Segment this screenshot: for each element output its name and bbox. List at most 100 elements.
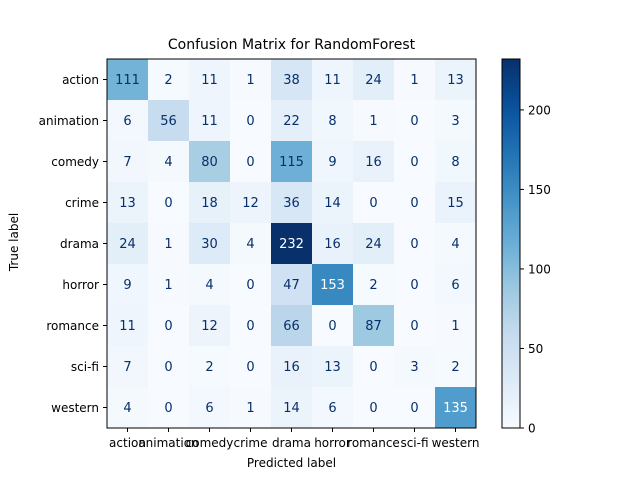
matrix-cell-western-drama: [271, 387, 313, 429]
matrix-cell-crime-sci-fi: [394, 182, 436, 224]
matrix-cell-animation-sci-fi: [394, 100, 436, 142]
matrix-cell-sci-fi-animation: [148, 346, 190, 388]
matrix-cell-western-romance: [353, 387, 395, 429]
matrix-cell-comedy-animation: [148, 141, 190, 183]
x-tick-label: sci-fi: [400, 436, 428, 450]
cell-value-label: 4: [123, 401, 131, 416]
cell-value-label: 0: [410, 237, 418, 252]
matrix-cell-drama-horror: [312, 223, 354, 265]
cell-value-label: 0: [246, 360, 254, 375]
cell-value-label: 2: [451, 360, 459, 375]
cell-value-label: 16: [365, 155, 382, 170]
matrix-cell-sci-fi-romance: [353, 346, 395, 388]
cell-value-label: 6: [451, 278, 459, 293]
cell-value-label: 22: [283, 114, 300, 129]
cell-value-label: 0: [369, 401, 377, 416]
cell-value-label: 9: [123, 278, 131, 293]
cell-value-label: 0: [164, 319, 172, 334]
cell-value-label: 56: [160, 114, 177, 129]
matrix-cell-romance-horror: [312, 305, 354, 347]
matrix-cell-action-animation: [148, 59, 190, 101]
cell-value-label: 7: [123, 155, 131, 170]
matrix-cell-action-western: [435, 59, 477, 101]
cell-value-label: 4: [451, 237, 459, 252]
cell-value-label: 0: [410, 196, 418, 211]
matrix-cell-animation-romance: [353, 100, 395, 142]
matrix-cell-drama-drama: [271, 223, 313, 265]
cell-value-label: 0: [164, 196, 172, 211]
matrix-cell-comedy-crime: [230, 141, 272, 183]
matrix-cell-animation-drama: [271, 100, 313, 142]
y-axis-ticks: action animation comedy crime drama horror rom…: [39, 73, 107, 415]
matrix-cell-horror-sci-fi: [394, 264, 436, 306]
matrix-cell-animation-action: [107, 100, 149, 142]
matrix-cell-animation-crime: [230, 100, 272, 142]
matrix-cell-crime-crime: [230, 182, 272, 224]
cell-value-label: 6: [328, 401, 336, 416]
cell-value-label: 0: [410, 114, 418, 129]
matrix-cell-crime-western: [435, 182, 477, 224]
cell-value-label: 0: [164, 401, 172, 416]
cell-value-label: 115: [279, 155, 304, 170]
matrix-cell-western-comedy: [189, 387, 231, 429]
cell-value-label: 2: [369, 278, 377, 293]
colorbar-tick-label: 50: [528, 342, 543, 356]
matrix-cell-drama-western: [435, 223, 477, 265]
matrix-cell-drama-crime: [230, 223, 272, 265]
matrix-cells: [107, 59, 477, 429]
matrix-cell-romance-western: [435, 305, 477, 347]
cell-value-label: 6: [205, 401, 213, 416]
matrix-cell-horror-western: [435, 264, 477, 306]
cell-value-label: 0: [410, 155, 418, 170]
cell-value-label: 36: [283, 196, 300, 211]
cell-value-label: 6: [123, 114, 131, 129]
cell-value-label: 87: [365, 319, 382, 334]
matrix-cell-horror-comedy: [189, 264, 231, 306]
y-tick-label: crime: [65, 196, 99, 210]
matrix-cell-western-animation: [148, 387, 190, 429]
cell-value-label: 11: [324, 73, 341, 88]
matrix-cell-action-sci-fi: [394, 59, 436, 101]
matrix-cell-drama-animation: [148, 223, 190, 265]
matrix-cell-romance-romance: [353, 305, 395, 347]
cell-value-label: 13: [447, 73, 464, 88]
x-tick-label: horror: [314, 436, 351, 450]
cell-value-label: 9: [328, 155, 336, 170]
matrix-cell-comedy-western: [435, 141, 477, 183]
matrix-cell-western-crime: [230, 387, 272, 429]
cell-value-label: 0: [246, 114, 254, 129]
cell-value-label: 66: [283, 319, 300, 334]
cell-value-label: 0: [410, 278, 418, 293]
matrix-cell-romance-crime: [230, 305, 272, 347]
cell-value-label: 111: [115, 73, 140, 88]
matrix-cell-crime-action: [107, 182, 149, 224]
cell-value-label: 0: [246, 155, 254, 170]
matrix-cell-romance-drama: [271, 305, 313, 347]
matrix-cell-drama-romance: [353, 223, 395, 265]
matrix-cell-sci-fi-comedy: [189, 346, 231, 388]
colorbar-tick-label: 0: [528, 422, 536, 436]
matrix-cell-sci-fi-drama: [271, 346, 313, 388]
matrix-cell-horror-animation: [148, 264, 190, 306]
matrix-cell-horror-drama: [271, 264, 313, 306]
matrix-cell-action-horror: [312, 59, 354, 101]
cell-value-label: 1: [164, 278, 172, 293]
cell-value-label: 11: [201, 73, 218, 88]
matrix-cell-comedy-sci-fi: [394, 141, 436, 183]
matrix-cell-drama-action: [107, 223, 149, 265]
matrix-cell-horror-crime: [230, 264, 272, 306]
cell-value-label: 18: [201, 196, 218, 211]
cell-value-label: 11: [119, 319, 136, 334]
y-tick-label: drama: [60, 237, 99, 251]
cell-value-label: 15: [447, 196, 464, 211]
matrix-cell-animation-animation: [148, 100, 190, 142]
matrix-cell-sci-fi-action: [107, 346, 149, 388]
matrix-cell-western-horror: [312, 387, 354, 429]
cell-value-label: 14: [283, 401, 300, 416]
cell-value-label: 0: [328, 319, 336, 334]
cell-value-label: 12: [242, 196, 259, 211]
cell-value-label: 24: [365, 237, 382, 252]
colorbar-frame: [501, 58, 521, 429]
